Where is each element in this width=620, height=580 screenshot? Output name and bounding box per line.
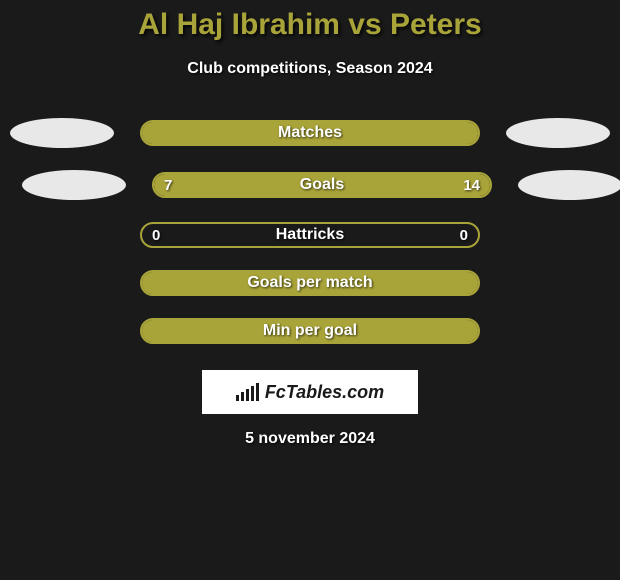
logo-bar [241,392,244,401]
logo-bar [251,386,254,401]
stat-bar: Min per goal [140,318,480,344]
stats-container: Matches 7 Goals 14 0 Hattricks 0 Goals per matc… [10,118,610,366]
stat-value-left: 7 [164,177,172,194]
stat-label: Goals per match [247,274,372,292]
avatar-ellipse-left [22,170,126,200]
stat-value-left: 0 [152,227,160,244]
stat-bar-fill-right [258,174,490,196]
stat-value-right: 14 [463,177,480,194]
stat-bar: 0 Hattricks 0 [140,222,480,248]
avatar-ellipse-left [10,118,114,148]
stat-row: Matches [10,118,610,148]
logo-bar [256,383,259,401]
stat-label: Min per goal [263,322,357,340]
page-subtitle: Club competitions, Season 2024 [187,60,432,78]
page-title: Al Haj Ibrahim vs Peters [138,8,481,42]
logo-text: FcTables.com [265,382,384,403]
stat-label: Matches [278,124,342,142]
logo-bars-icon [236,383,261,401]
stat-row: Min per goal [10,318,610,344]
stat-label: Goals [300,176,344,194]
avatar-ellipse-right [506,118,610,148]
date-text: 5 november 2024 [245,430,375,448]
stat-label: Hattricks [276,226,344,244]
stat-bar: Goals per match [140,270,480,296]
stat-bar: Matches [140,120,480,146]
avatar-ellipse-right [518,170,620,200]
stat-value-right: 0 [460,227,468,244]
stat-row: 7 Goals 14 [10,170,610,200]
stat-row: 0 Hattricks 0 [10,222,610,248]
logo: FcTables.com [236,382,384,403]
logo-bar [236,395,239,401]
stat-row: Goals per match [10,270,610,296]
stat-bar: 7 Goals 14 [152,172,492,198]
logo-bar [246,389,249,401]
logo-box: FcTables.com [202,370,418,414]
